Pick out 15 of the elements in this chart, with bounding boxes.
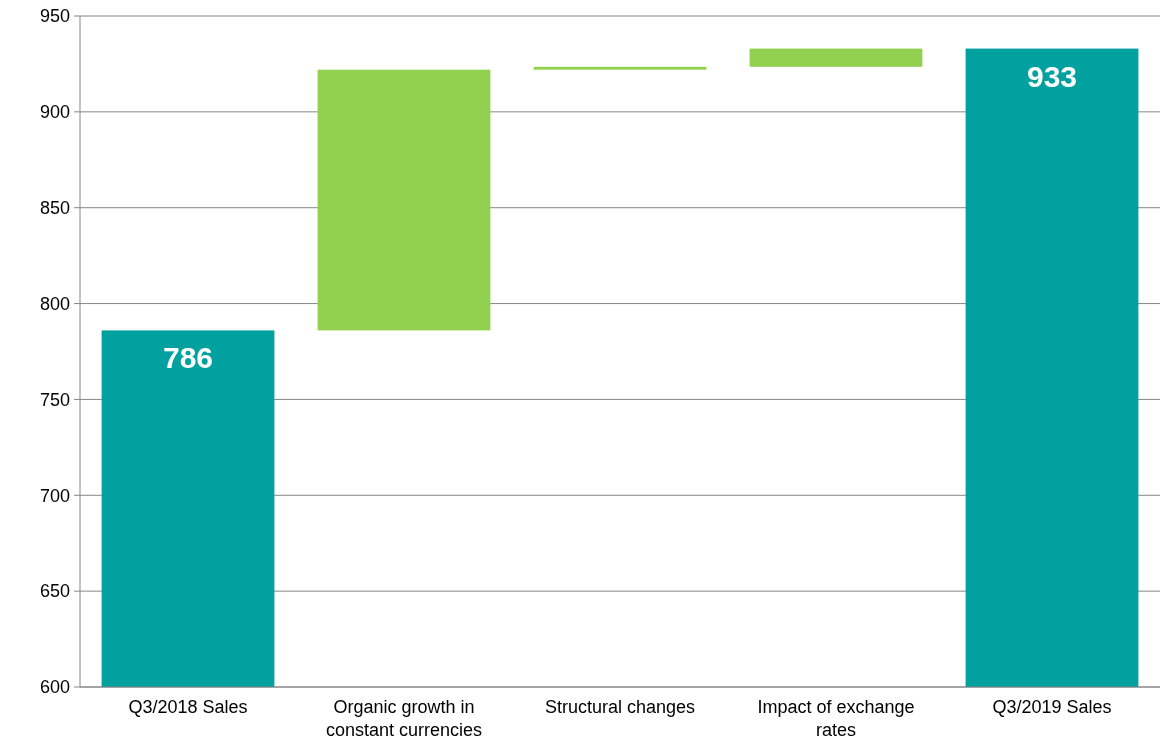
y-tick-label: 850 (39, 198, 70, 219)
y-tick-label: 750 (39, 389, 70, 410)
y-tick-label: 800 (39, 293, 70, 314)
y-tick-label: 700 (39, 485, 70, 506)
x-tick-label: Organic growth in constant currencies (325, 697, 483, 740)
y-tick-label: 650 (39, 581, 70, 602)
data-label: 786 (162, 341, 214, 375)
y-tick-label: 900 (39, 102, 70, 123)
x-tick-label: Q3/2019 Sales (992, 697, 1112, 717)
y-tick-label: 950 (39, 6, 70, 27)
x-tick-label: Structural changes (544, 697, 696, 717)
x-tick-label: Q3/2018 Sales (128, 697, 248, 717)
x-tick-label: Impact of exchange rates (757, 697, 915, 740)
data-label: 933 (1026, 59, 1078, 93)
y-tick-label: 600 (39, 677, 70, 698)
